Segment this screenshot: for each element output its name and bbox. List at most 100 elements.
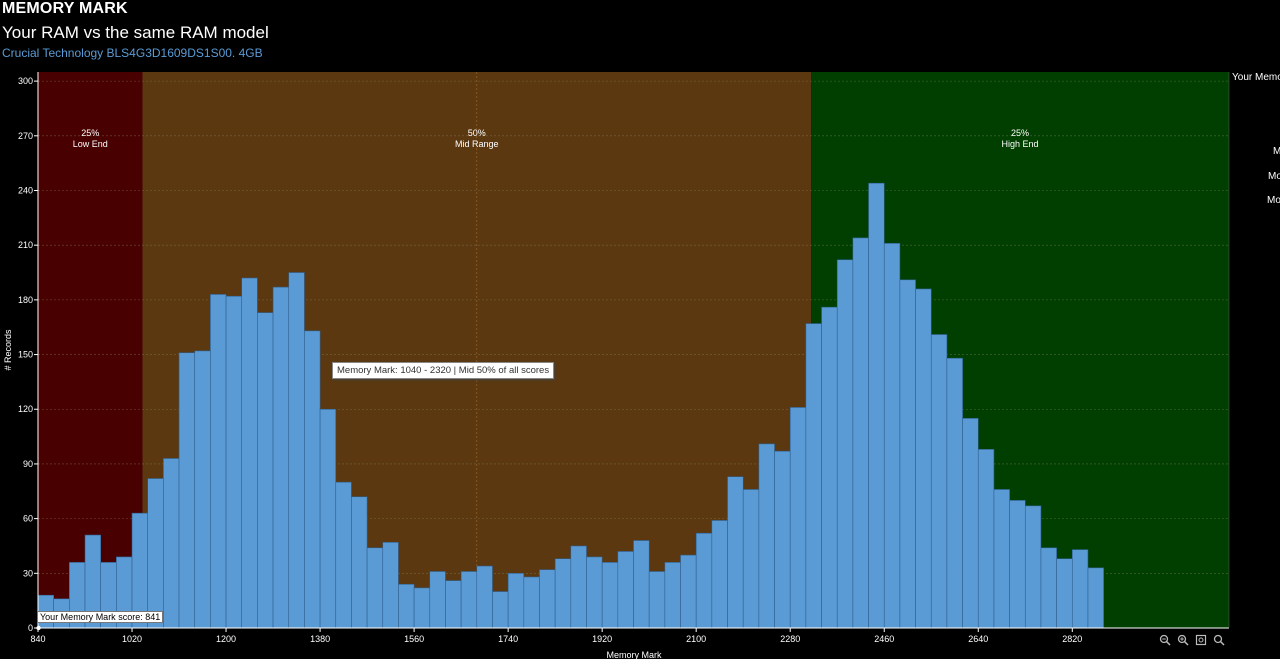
histogram-bar — [758, 443, 775, 629]
histogram-bar — [633, 540, 650, 629]
x-tick-label: 2460 — [874, 634, 894, 644]
zoom-reset-icon[interactable] — [1212, 633, 1226, 647]
histogram-bar — [366, 547, 384, 629]
x-tick-label: 840 — [30, 634, 45, 644]
region-name-label: Mid Range — [455, 139, 499, 149]
x-tick-label: 2100 — [686, 634, 706, 644]
histogram-bar — [1087, 567, 1104, 629]
page-subtitle: Your RAM vs the same RAM model — [2, 23, 269, 42]
histogram-bar — [883, 243, 901, 629]
y-tick-label: 300 — [18, 76, 33, 86]
histogram-bar — [930, 334, 948, 629]
histogram-bar — [962, 418, 979, 629]
histogram-bar — [523, 576, 540, 629]
histogram-bar — [1056, 558, 1073, 629]
histogram-bar — [304, 330, 321, 629]
region-pct-label: 50% — [468, 128, 486, 138]
y-tick-label: 0 — [28, 623, 33, 633]
histogram-bar — [993, 489, 1010, 629]
histogram-bar — [711, 520, 728, 629]
histogram-bar — [946, 357, 963, 629]
histogram-bar — [272, 286, 290, 629]
histogram-bar — [1071, 549, 1089, 629]
histogram-bar — [805, 323, 822, 629]
histogram-bar — [241, 277, 258, 629]
histogram-bar — [680, 554, 697, 629]
histogram-bar — [492, 591, 509, 629]
histogram-bar — [586, 556, 603, 629]
chart-tooltip: Memory Mark: 1040 - 2320 | Mid 50% of al… — [332, 362, 555, 379]
x-tick-label: 2820 — [1062, 634, 1082, 644]
histogram-bar — [413, 587, 431, 629]
region-pct-label: 25% — [1011, 128, 1029, 138]
histogram-bar — [288, 272, 305, 629]
zoom-toolbar — [1158, 633, 1226, 647]
histogram-bar — [836, 259, 854, 629]
histogram-bar — [852, 237, 869, 629]
histogram-bar — [664, 562, 681, 629]
region-name-label: Low End — [73, 139, 108, 149]
x-tick-label: 1560 — [404, 634, 424, 644]
histogram-bar — [727, 476, 744, 629]
histogram-bar — [1040, 547, 1057, 629]
legend-line-2: Mo — [1268, 171, 1280, 182]
histogram-bar — [899, 279, 916, 629]
histogram-bar — [977, 449, 995, 629]
x-axis-label: Memory Mark — [606, 650, 662, 659]
histogram-bar — [351, 496, 368, 629]
y-tick-label: 180 — [18, 295, 33, 305]
histogram-bar — [225, 295, 243, 629]
histogram-bar — [554, 558, 572, 629]
histogram-bar — [335, 481, 352, 629]
y-tick-label: 90 — [23, 459, 33, 469]
y-tick-label: 270 — [18, 131, 33, 141]
ram-model-link[interactable]: Crucial Technology BLS4G3D1609DS1S00. 4G… — [2, 46, 263, 60]
histogram-bar — [147, 478, 164, 629]
zoom-in-icon[interactable] — [1176, 633, 1190, 647]
histogram-bar — [539, 569, 556, 629]
x-tick-label: 1920 — [592, 634, 612, 644]
histogram-bar — [507, 573, 525, 629]
histogram-bar — [789, 407, 807, 629]
y-tick-label: 210 — [18, 240, 33, 250]
histogram-bar — [915, 288, 932, 629]
histogram-bar — [648, 571, 666, 629]
histogram-bar — [601, 562, 619, 629]
legend-title: Your Memo — [1232, 72, 1280, 83]
legend-line-1: M — [1273, 146, 1280, 157]
histogram-bar — [1009, 500, 1026, 629]
histogram-bar — [868, 182, 885, 629]
histogram-bar — [257, 312, 274, 629]
y-tick-label: 120 — [18, 404, 33, 414]
histogram-bar — [178, 352, 196, 629]
axes: 0 30 60 90 120 150 180 210 240 270 300 840 1020 1200 1… — [3, 72, 1230, 659]
histogram-bar — [194, 350, 211, 629]
histogram-bar — [476, 565, 493, 629]
region-pct-label: 25% — [81, 128, 99, 138]
histogram-bar — [382, 542, 399, 629]
histogram-bar — [821, 306, 838, 629]
page-title: MEMORY MARK — [2, 0, 128, 17]
x-tick-label: 1020 — [122, 634, 142, 644]
histogram-bar — [1024, 505, 1042, 629]
histogram-bar — [617, 551, 634, 629]
x-tick-label: 1200 — [216, 634, 236, 644]
y-tick-label: 150 — [18, 350, 33, 360]
y-tick-label: 240 — [18, 185, 33, 195]
histogram-bar — [695, 532, 713, 629]
histogram-bar — [319, 408, 337, 629]
y-tick-label: 30 — [23, 568, 33, 578]
zoom-out-icon[interactable] — [1158, 633, 1172, 647]
legend-line-3: Mo — [1267, 195, 1280, 206]
histogram-bar — [398, 583, 415, 629]
zoom-fit-icon[interactable] — [1194, 633, 1208, 647]
histogram-bar — [742, 489, 760, 629]
histogram-bar — [163, 458, 180, 629]
your-score-marker — [36, 625, 41, 631]
histogram-bar — [429, 571, 446, 629]
histogram-bar — [570, 545, 587, 629]
x-tick-label: 2280 — [780, 634, 800, 644]
y-axis-label: # Records — [3, 329, 13, 371]
